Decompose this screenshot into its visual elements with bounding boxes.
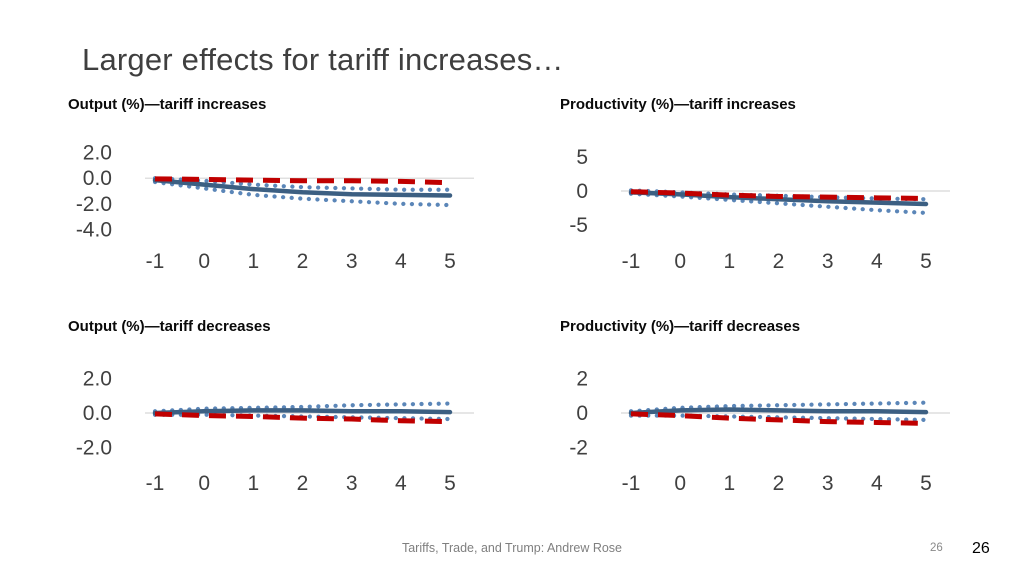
series-dashed-red-line [154,176,451,186]
svg-text:2: 2 [773,250,785,273]
svg-text:3: 3 [346,250,358,273]
slide-page-number: 26 [972,540,990,557]
series-solid-blue-line [152,177,453,198]
svg-text:0: 0 [576,402,588,425]
series-dotted-upper-band [152,176,453,192]
svg-text:1: 1 [247,250,259,273]
svg-text:2: 2 [576,368,588,391]
svg-text:4: 4 [395,472,407,495]
chart-productivity-tariff-increases: Productivity (%)—tariff increases 5 0 -5 -1… [540,96,985,279]
slide-title: Larger effects for tariff increases… [82,42,564,77]
svg-text:0.0: 0.0 [83,167,112,190]
chart-output-tariff-decreases: Output (%)—tariff decreases 2.0 0.0 -2.0 -1… [64,318,509,501]
series-solid-blue-line [152,408,453,416]
svg-text:2.0: 2.0 [83,142,112,165]
svg-text:1: 1 [723,472,735,495]
svg-text:-2: -2 [569,436,588,459]
svg-text:-1: -1 [146,250,165,273]
svg-text:2: 2 [773,472,785,495]
svg-text:1: 1 [723,250,735,273]
svg-text:0: 0 [576,180,588,203]
svg-text:5: 5 [920,250,932,273]
svg-text:5: 5 [444,472,456,495]
svg-text:4: 4 [871,472,883,495]
svg-text:3: 3 [346,472,358,495]
line-plot-output-increases: 2.00.0 -2.0-4.0 -1 0 1 2 3 4 5 [76,142,474,273]
chart-productivity-tariff-decreases: Productivity (%)—tariff decreases 2 0 -2 -1… [540,318,985,501]
chart-title-productivity-increases: Productivity (%)—tariff increases [560,96,796,113]
series-dotted-upper-band [628,400,929,414]
svg-text:0: 0 [198,250,210,273]
chart-title-productivity-decreases: Productivity (%)—tariff decreases [560,318,801,335]
svg-text:-1: -1 [622,250,641,273]
svg-text:-2.0: -2.0 [76,193,112,216]
line-plot-productivity-decreases: 2 0 -2 -1 0 1 2 3 4 5 [569,368,950,495]
series-dotted-lower-band [628,413,929,422]
series-solid-blue-line [628,407,929,416]
svg-text:2: 2 [297,250,309,273]
svg-text:3: 3 [822,472,834,495]
svg-text:-1: -1 [146,472,165,495]
svg-text:-4.0: -4.0 [76,218,112,241]
footer-page-number: 26 [930,542,943,554]
svg-text:5: 5 [920,472,932,495]
series-solid-blue-line [628,190,929,207]
svg-text:4: 4 [395,250,407,273]
svg-text:2: 2 [297,472,309,495]
line-plot-productivity-increases: 5 0 -5 -1 0 1 2 3 4 5 [569,146,950,273]
svg-text:0: 0 [198,472,210,495]
svg-text:0: 0 [674,250,686,273]
svg-text:2.0: 2.0 [83,368,112,391]
chart-output-tariff-increases: Output (%)—tariff increases 2.0 0.0 -2.0 -4… [64,96,509,279]
chart-title-output-increases: Output (%)—tariff increases [68,96,267,113]
svg-text:-5: -5 [569,214,588,237]
series-dashed-red-line [630,411,927,426]
line-plot-output-decreases: 2.0 0.0 -2.0 -1 0 1 2 3 4 5 [76,368,474,495]
series-dashed-red-line [154,411,451,425]
series-dotted-lower-band [628,191,929,216]
svg-text:0: 0 [674,472,686,495]
svg-text:5: 5 [576,146,588,169]
chart-title-output-decreases: Output (%)—tariff decreases [68,318,271,335]
svg-text:4: 4 [871,250,883,273]
svg-text:0.0: 0.0 [83,402,112,425]
svg-text:-1: -1 [622,472,641,495]
series-dashed-red-line [630,189,927,202]
series-dotted-lower-band [152,179,453,208]
svg-text:-2.0: -2.0 [76,436,112,459]
footer-title: Tariffs, Trade, and Trump: Andrew Rose [401,541,622,555]
svg-text:1: 1 [247,472,259,495]
series-dotted-upper-band [152,401,453,414]
svg-text:5: 5 [444,250,456,273]
svg-text:3: 3 [822,250,834,273]
